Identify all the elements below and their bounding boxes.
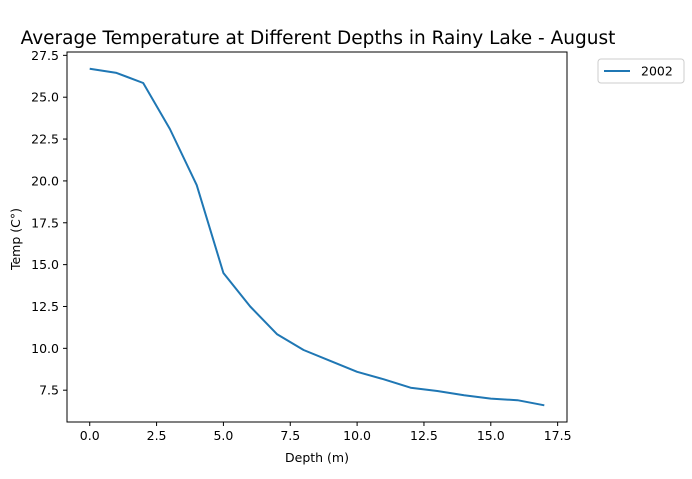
x-tick-label: 5.0	[213, 428, 233, 443]
y-axis: 7.5 10.0 12.5 15.0 17.5 20.0 22.5 25.0 27.5	[31, 48, 67, 398]
x-tick-label: 10.0	[343, 428, 371, 443]
y-tick-label: 12.5	[31, 299, 59, 314]
x-tick-label: 12.5	[410, 428, 438, 443]
x-tick-label: 2.5	[147, 428, 167, 443]
legend-label: 2002	[641, 64, 673, 79]
y-tick-label: 27.5	[31, 48, 59, 63]
x-tick-label: 7.5	[280, 428, 300, 443]
legend: 2002	[597, 58, 685, 84]
x-tick-label: 15.0	[477, 428, 505, 443]
x-tick-label: 17.5	[544, 428, 572, 443]
y-axis-label: Temp (C°)	[8, 208, 23, 271]
y-tick-label: 15.0	[31, 257, 59, 272]
legend-box	[597, 58, 685, 84]
x-tick-label: 0.0	[80, 428, 100, 443]
x-axis-label: Depth (m)	[285, 450, 349, 465]
plot-area	[66, 51, 568, 423]
x-axis: 0.0 2.5 5.0 7.5 10.0 12.5 15.0 17.5	[80, 422, 572, 443]
y-tick-label: 17.5	[31, 215, 59, 230]
y-tick-label: 20.0	[31, 173, 59, 188]
y-tick-label: 22.5	[31, 132, 59, 147]
y-tick-label: 25.0	[31, 90, 59, 105]
plot-frame	[66, 51, 568, 423]
y-tick-label: 7.5	[39, 383, 59, 398]
chart-title: Average Temperature at Different Depths …	[21, 28, 616, 49]
y-tick-label: 10.0	[31, 341, 59, 356]
series-line-2002	[89, 67, 545, 407]
